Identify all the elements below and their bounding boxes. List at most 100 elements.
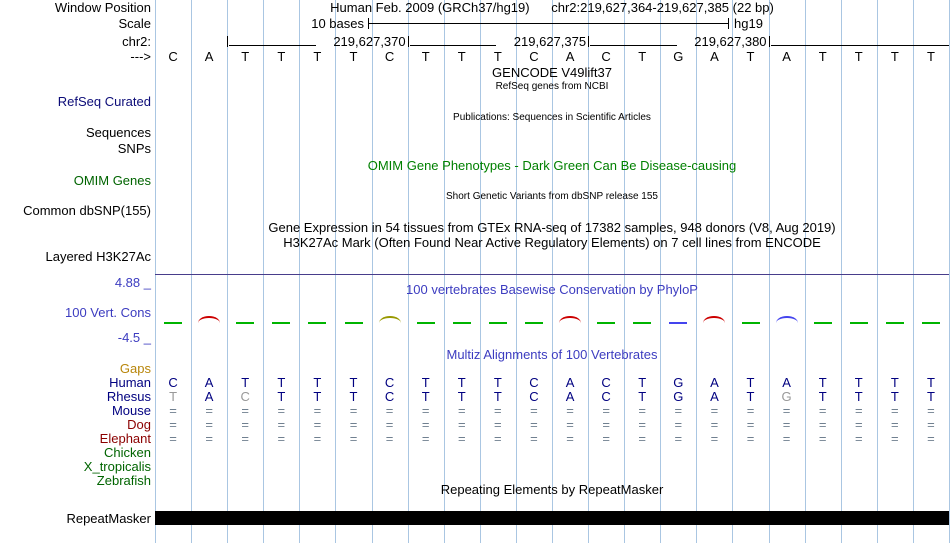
alignment-base: = [313, 431, 322, 446]
alignment-base: = [891, 417, 899, 432]
conservation-mark [488, 322, 507, 324]
track-label-common-dbsnp[interactable]: Common dbSNP(155) [23, 203, 151, 218]
alignment-base: = [277, 431, 286, 446]
species-label-elephant[interactable]: Elephant [99, 431, 151, 446]
alignment-base: = [385, 431, 394, 446]
species-label-x_tropicalis[interactable]: X_tropicalis [83, 459, 151, 474]
sequence-base: T [241, 49, 250, 64]
alignment-base: T [457, 375, 466, 390]
track-title-multiz[interactable]: Multiz Alignments of 100 Vertebrates [446, 347, 658, 362]
track-label-refseq-curated[interactable]: RefSeq Curated [57, 94, 151, 109]
track-title-gtex[interactable]: Gene Expression in 54 tissues from GTEx … [268, 220, 836, 235]
alignment-base: T [854, 389, 863, 404]
window-position-value: Human Feb. 2009 (GRCh37/hg19) chr2:219,6… [155, 1, 949, 15]
conservation-mark [849, 322, 868, 324]
alignment-base: C [384, 375, 395, 390]
alignment-base: T [421, 389, 430, 404]
track-label-layered-h3k27ac[interactable]: Layered H3K27Ac [45, 249, 151, 264]
scale-bar-right-tick [728, 18, 729, 29]
track-title-omim[interactable]: OMIM Gene Phenotypes - Dark Green Can Be… [367, 158, 737, 173]
track-title-dbsnp[interactable]: Short Genetic Variants from dbSNP releas… [446, 191, 658, 202]
alignment-base: = [530, 431, 538, 446]
alignment-base: A [204, 389, 214, 404]
grid-line [768, 0, 770, 543]
species-label-chicken[interactable]: Chicken [104, 445, 151, 460]
alignment-base: A [710, 375, 719, 390]
alignment-base: T [349, 375, 358, 390]
track-title-gencode[interactable]: GENCODE V49lift37 [492, 65, 612, 80]
alignment-base: A [782, 375, 791, 390]
track-title-refseq[interactable]: RefSeq genes from NCBI [495, 81, 609, 92]
alignment-base: = [891, 403, 899, 418]
alignment-base: = [494, 403, 502, 418]
grid-line [191, 0, 193, 543]
alignment-base: = [891, 431, 899, 446]
alignment-base: T [241, 375, 250, 390]
window-position-label: Window Position [54, 0, 151, 15]
track-title-publications[interactable]: Publications: Sequences in Scientific Ar… [453, 112, 651, 123]
alignment-base: C [240, 389, 250, 404]
alignment-base: = [169, 417, 177, 432]
alignment-base: = [782, 403, 791, 418]
conservation-mark [813, 322, 832, 324]
grid-line [840, 0, 842, 543]
track-title-phylop[interactable]: 100 vertebrates Basewise Conservation by… [406, 282, 698, 297]
track-label-omim-genes[interactable]: OMIM Genes [73, 173, 151, 188]
track-label-repeatmasker[interactable]: RepeatMasker [66, 511, 151, 526]
conservation-mark [921, 322, 940, 324]
scale-bar-line [368, 23, 729, 24]
alignment-base: = [566, 431, 574, 446]
species-label-human[interactable]: Human [109, 375, 151, 390]
alignment-base: T [313, 375, 322, 390]
alignment-base: = [674, 431, 683, 446]
repeatmasker-bar[interactable] [155, 511, 949, 525]
alignment-base: = [710, 403, 719, 418]
alignment-base: = [746, 417, 755, 432]
grid-line [443, 0, 445, 543]
alignment-base: T [890, 375, 899, 390]
alignment-gaps-label[interactable]: Gaps [119, 361, 151, 376]
track-title-repeatmasker[interactable]: Repeating Elements by RepeatMasker [440, 482, 664, 497]
alignment-base: = [746, 431, 755, 446]
sequence-base: T [890, 49, 899, 64]
species-label-zebrafish[interactable]: Zebrafish [96, 473, 151, 488]
alignment-base: T [421, 375, 430, 390]
track-label-snps[interactable]: SNPs [117, 141, 151, 156]
species-label-mouse[interactable]: Mouse [111, 403, 151, 418]
alignment-base: = [710, 431, 719, 446]
sequence-base: T [818, 49, 827, 64]
conservation-mark [236, 322, 255, 324]
alignment-base: = [638, 403, 646, 418]
track-label-100-vert-cons[interactable]: 100 Vert. Cons [65, 305, 151, 320]
alignment-base: C [168, 375, 178, 390]
alignment-base: = [854, 431, 863, 446]
grid-line [263, 0, 265, 543]
conservation-mark [559, 316, 582, 323]
grid-line [335, 0, 337, 543]
alignment-base: = [421, 431, 430, 446]
alignment-base: T [277, 375, 286, 390]
alignment-base: = [927, 431, 935, 446]
alignment-base: = [638, 431, 646, 446]
conservation-mark [272, 322, 291, 324]
alignment-base: T [926, 389, 935, 404]
sequence-base: C [384, 49, 395, 64]
species-label-rhesus[interactable]: Rhesus [106, 389, 151, 404]
track-title-h3k27ac[interactable]: H3K27Ac Mark (Often Found Near Active Re… [283, 235, 821, 250]
track-label-sequences[interactable]: Sequences [85, 125, 151, 140]
sequence-base: T [854, 49, 863, 64]
alignment-base: C [529, 375, 539, 390]
alignment-base: C [529, 389, 539, 404]
ruler-line [409, 45, 497, 46]
ruler-tick [227, 36, 229, 47]
grid-line [515, 0, 517, 543]
alignment-base: T [493, 375, 502, 390]
alignment-base: = [241, 431, 249, 446]
conservation-mark [378, 316, 401, 323]
grid-line [732, 0, 734, 543]
grid-line [624, 0, 626, 543]
conservation-mark [597, 322, 616, 324]
species-label-dog[interactable]: Dog [127, 417, 151, 432]
assembly-text: Human Feb. 2009 (GRCh37/hg19) [330, 0, 530, 15]
alignment-base: = [421, 403, 430, 418]
